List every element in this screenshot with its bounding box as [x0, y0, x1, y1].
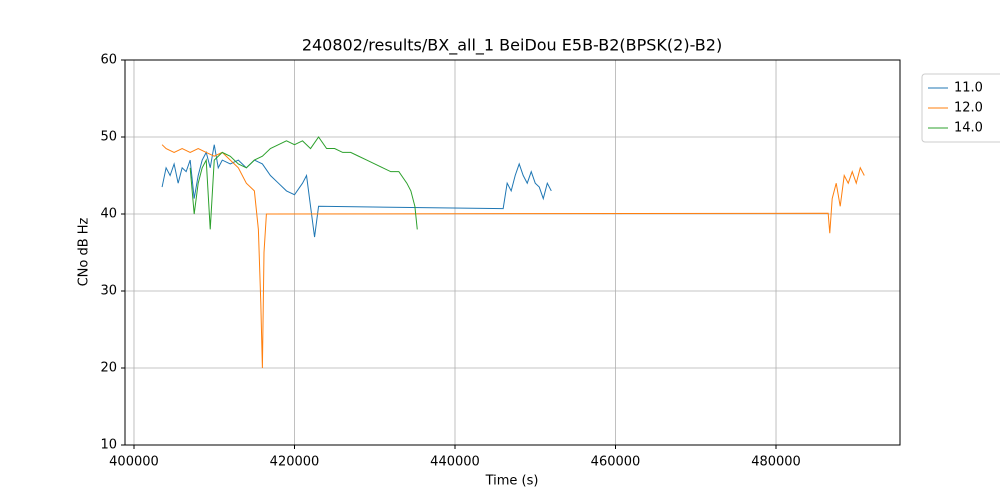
- legend-label: 11.0: [954, 81, 983, 96]
- x-tick-label: 460000: [591, 455, 641, 470]
- x-axis-label: Time (s): [485, 474, 539, 489]
- y-tick-label: 60: [100, 53, 117, 68]
- series-line: [161, 144, 865, 369]
- legend-label: 14.0: [954, 121, 983, 136]
- chart-title: 240802/results/BX_all_1 BeiDou E5B-B2(BP…: [302, 36, 722, 56]
- legend-label: 12.0: [954, 101, 983, 116]
- x-tick-label: 440000: [430, 455, 480, 470]
- x-tick-label: 480000: [751, 455, 801, 470]
- y-tick-label: 10: [100, 438, 117, 453]
- y-axis-label: CNo dB Hz: [77, 217, 92, 286]
- x-tick-label: 420000: [270, 455, 320, 470]
- y-tick-label: 50: [100, 130, 117, 145]
- x-tick-label: 400000: [109, 455, 159, 470]
- series-line: [161, 144, 552, 238]
- y-tick-label: 20: [100, 361, 117, 376]
- axes-frame: [124, 59, 901, 446]
- y-tick-label: 40: [100, 207, 117, 222]
- series-line: [189, 136, 418, 230]
- legend-box: [921, 73, 1000, 143]
- y-tick-label: 30: [100, 284, 117, 299]
